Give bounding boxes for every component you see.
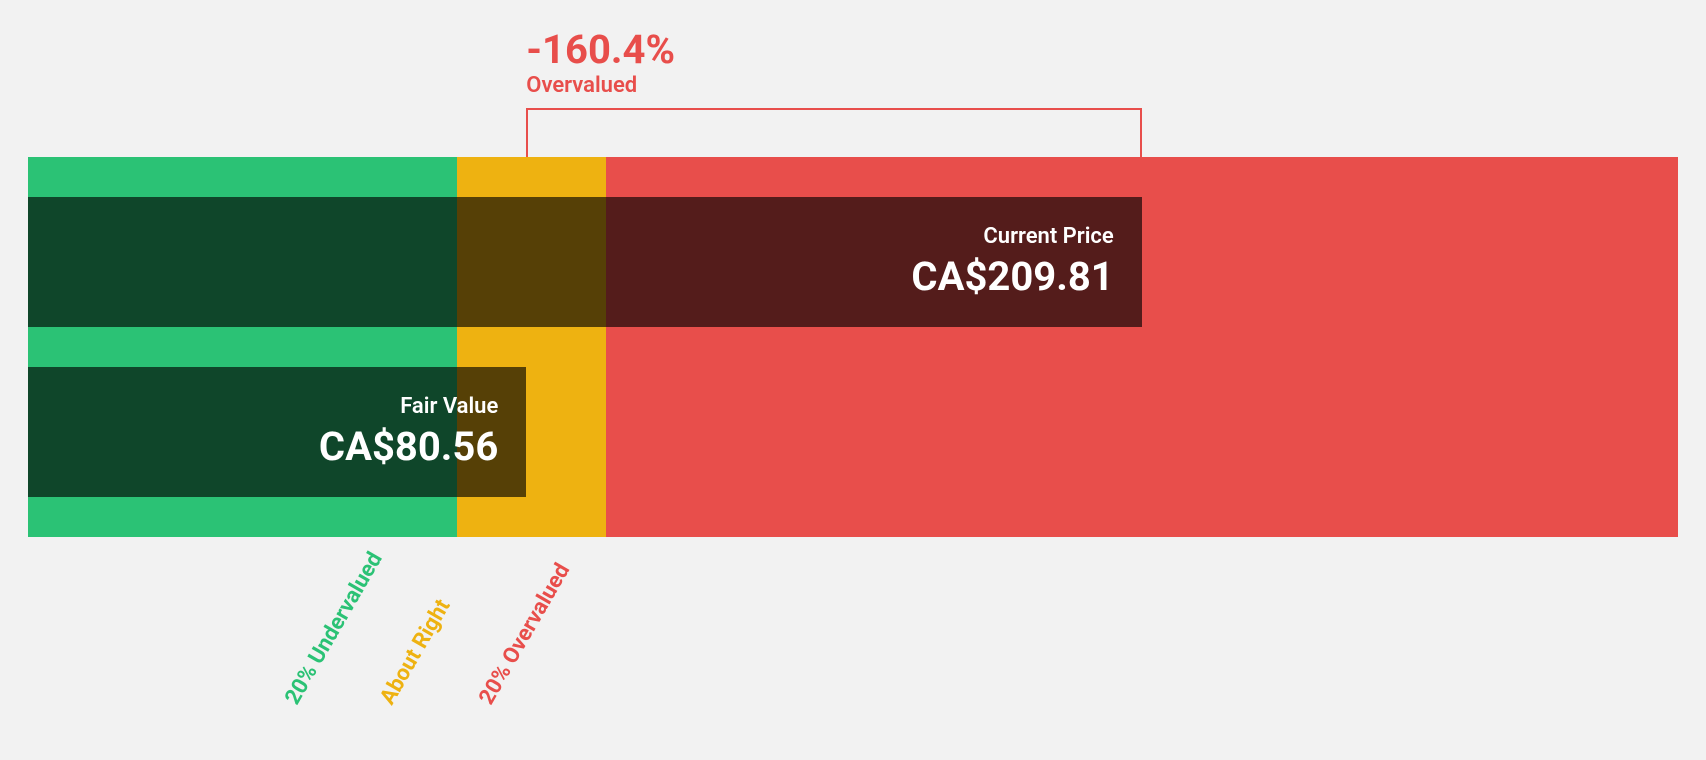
fair-value-value: CA$80.56 <box>319 423 498 470</box>
overvaluation-callout: -160.4% Overvalued <box>526 28 675 98</box>
axis-labels: 20% Undervalued About Right 20% Overvalu… <box>28 537 1678 717</box>
axis-label-about-right: About Right <box>375 595 455 709</box>
overvaluation-bracket <box>526 108 1141 118</box>
overvaluation-percent: -160.4% <box>526 28 675 72</box>
axis-label-overvalued: 20% Overvalued <box>474 559 575 709</box>
current-price-label: Current Price <box>983 224 1113 249</box>
current-price-bar: Current Price CA$209.81 <box>28 197 1142 327</box>
valuation-chart: Current Price CA$209.81 Fair Value CA$80… <box>28 157 1678 537</box>
axis-label-undervalued: 20% Undervalued <box>280 548 387 709</box>
bracket-tick-right <box>1140 108 1142 160</box>
fair-value-label: Fair Value <box>400 394 498 419</box>
current-price-value: CA$209.81 <box>911 253 1113 300</box>
overvaluation-word: Overvalued <box>526 74 675 98</box>
fair-value-bar: Fair Value CA$80.56 <box>28 367 526 497</box>
bracket-tick-left <box>526 108 528 160</box>
